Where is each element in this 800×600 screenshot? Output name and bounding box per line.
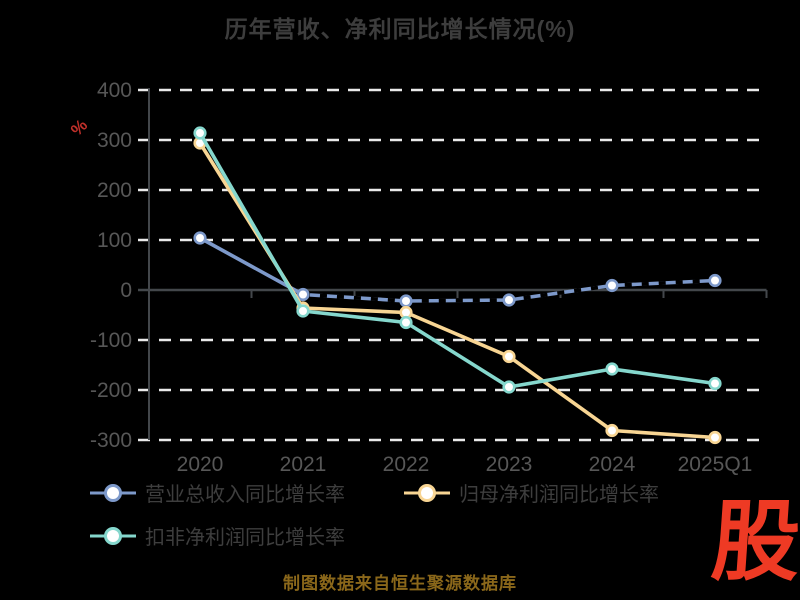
y-tick-label: -300 [90,429,132,452]
legend-item-non_gaap[interactable]: 扣非净利润同比增长率 [90,521,404,550]
data-point-revenue [708,273,722,288]
data-point-non_gaap [605,362,619,376]
stock-logo: 股 [708,492,800,591]
y-tick-label: 300 [97,129,132,152]
data-point-revenue [502,293,516,307]
legend-marker-icon [90,526,136,545]
data-source-note: 制图数据来自恒生聚源数据库 [283,574,517,593]
data-point-non_gaap [399,315,413,330]
data-point-revenue [193,231,207,245]
x-tick-label: 2023 [486,453,533,476]
legend-label: 营业总收入同比增长率 [145,484,345,506]
legend-item-revenue[interactable]: 营业总收入同比增长率 [90,478,404,507]
data-point-net_profit [502,349,516,364]
data-point-non_gaap [502,380,516,394]
y-tick-label: 400 [97,79,132,102]
legend-label: 扣非净利润同比增长率 [145,527,345,549]
data-point-net_profit [708,430,722,445]
legend-marker-icon [404,483,450,502]
x-tick-label: 2025Q1 [678,453,753,476]
y-tick-label: 200 [97,179,132,202]
data-point-revenue [605,278,619,293]
chart-title: 历年营收、净利同比增长情况(%) [224,16,576,42]
y-tick-label: 0 [120,279,132,302]
x-tick-label: 2021 [280,453,327,476]
y-tick-label: -200 [90,379,132,402]
chart-legend: 营业总收入同比增长率 归母净利润同比增长率扣非净利润同比增长率 [90,478,790,550]
x-tick-label: 2024 [589,453,636,476]
x-tick-label: 2020 [177,453,224,476]
y-tick-label: 100 [97,229,132,252]
legend-label: 归母净利润同比增长率 [459,484,659,506]
legend-item-net_profit[interactable]: 归母净利润同比增长率 [404,478,718,507]
legend-marker-icon [90,483,136,502]
data-point-revenue [399,294,413,308]
data-point-net_profit [605,423,619,438]
y-tick-label: -100 [90,329,132,352]
data-point-non_gaap [296,304,310,318]
data-point-non_gaap [193,126,207,140]
series-line-non_gaap [198,131,717,389]
x-tick-label: 2022 [383,453,430,476]
data-point-revenue [296,287,310,302]
data-point-non_gaap [708,376,722,391]
